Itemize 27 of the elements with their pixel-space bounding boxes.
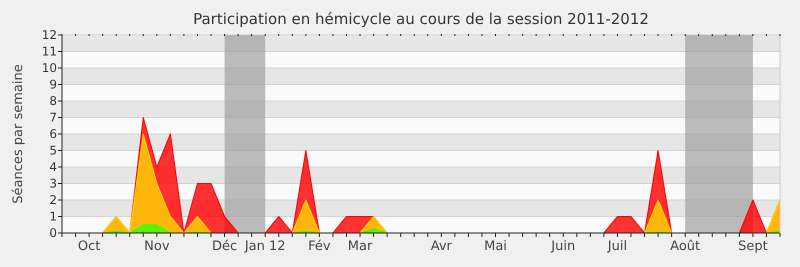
x-tick-label: Fév: [308, 239, 331, 254]
y-tick-label: 12: [42, 28, 57, 42]
chart-title: Participation en hémicycle au cours de la session 2011-2012: [193, 10, 649, 28]
x-tick-label: Nov: [144, 239, 170, 254]
x-tick-label: Juil: [606, 239, 628, 254]
y-tick-label: 1: [49, 210, 57, 224]
x-tick-label: Août: [670, 239, 700, 254]
y-tick-label: 6: [49, 127, 57, 142]
x-tick-label: Oct: [78, 239, 100, 254]
x-tick-label: Sept: [738, 239, 768, 254]
y-tick-label: 9: [49, 78, 57, 92]
x-tick-label: Déc: [212, 239, 238, 254]
x-tick-label: Jan 12: [244, 239, 286, 254]
y-axis-title: Séances par semaine: [11, 64, 26, 204]
y-tick-label: 3: [49, 176, 57, 191]
y-tick-label: 11: [42, 44, 57, 59]
x-tick-label: Avr: [430, 239, 453, 254]
x-tick-label: Mar: [348, 239, 373, 254]
x-tick-label: Mai: [484, 239, 507, 254]
x-tick-label: Juin: [550, 239, 576, 254]
y-tick-label: 4: [49, 160, 57, 174]
y-tick-label: 5: [49, 144, 57, 158]
y-tick-label: 0: [49, 226, 57, 240]
y-tick-label: 10: [42, 61, 57, 76]
y-tick-label: 2: [49, 193, 57, 208]
y-tick-label: 8: [49, 94, 57, 108]
y-tick-label: 7: [49, 110, 57, 125]
